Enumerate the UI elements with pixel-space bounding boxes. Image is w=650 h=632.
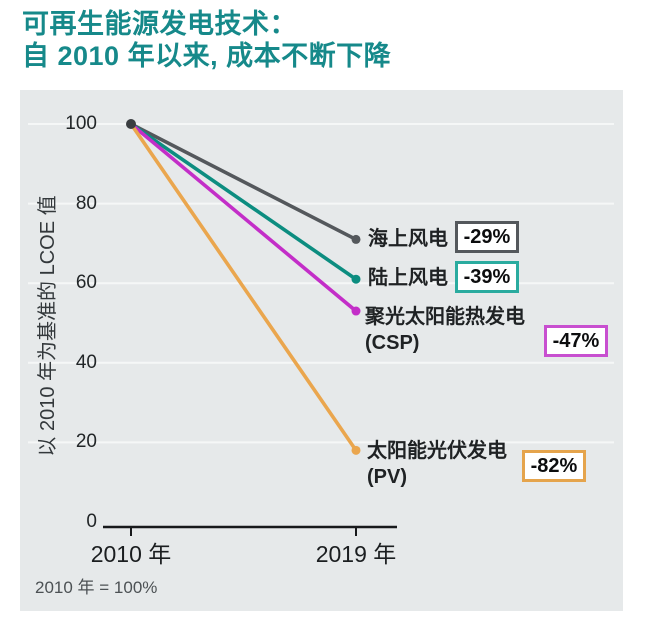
- series-label-text: 太阳能光伏发电: [367, 440, 507, 462]
- series-label-text: 聚光太阳能热发电: [365, 306, 525, 328]
- change-badge-onshore-wind: -39%: [455, 261, 519, 293]
- chart-title: 可再生能源发电技术： 自 2010 年以来, 成本不断下降: [22, 8, 391, 72]
- y-tick-label: 80: [75, 192, 97, 214]
- change-badge-solar-pv: -82%: [522, 450, 586, 482]
- chart-title-line2: 自 2010 年以来, 成本不断下降: [22, 41, 392, 71]
- y-tick-label: 100: [65, 113, 97, 134]
- change-badge-offshore-wind: -29%: [455, 221, 519, 253]
- series-line-2: [129, 122, 358, 313]
- change-value: -39%: [463, 265, 511, 288]
- y-tick-label: 0: [86, 511, 97, 532]
- x-tick-label-2019: 2019 年: [315, 541, 397, 567]
- plot-svg: [28, 119, 614, 536]
- y-tick-label: 20: [75, 431, 97, 453]
- y-tick-label: 60: [75, 272, 97, 294]
- series-label-offshore-wind: 海上风电: [368, 226, 448, 252]
- series-line-1: [129, 122, 358, 282]
- y-tick-label: 40: [75, 351, 97, 373]
- series-label-text: 海上风电: [368, 228, 448, 250]
- series-label-text: 陆上风电: [368, 267, 448, 289]
- chart-panel: 以 2010 年为基准的 LCOE 值 2010 年 2019 年 海上风电 -…: [20, 90, 623, 611]
- change-badge-csp: -47%: [544, 325, 608, 357]
- change-value: -29%: [463, 225, 511, 248]
- x-tick-label-2010: 2010 年: [90, 541, 172, 567]
- series-label-solar-pv: 太阳能光伏发电 (PV): [367, 438, 507, 490]
- baseline-footnote: 2010 年 = 100%: [35, 578, 158, 597]
- change-value: -47%: [552, 329, 600, 352]
- y-axis-title: 以 2010 年为基准的 LCOE 值: [37, 195, 59, 457]
- series-line-3: [129, 122, 358, 453]
- series-line-0: [129, 122, 358, 242]
- series-endpoint-1: [351, 274, 361, 284]
- series-label-text: (CSP): [365, 332, 420, 354]
- change-value: -82%: [530, 454, 578, 477]
- series-endpoint-2: [351, 306, 361, 316]
- series-endpoint-0: [351, 234, 361, 244]
- series-label-onshore-wind: 陆上风电: [368, 265, 448, 291]
- series-label-text: (PV): [367, 466, 407, 488]
- series-endpoint-3: [351, 445, 361, 455]
- series-label-csp: 聚光太阳能热发电 (CSP): [365, 304, 525, 356]
- series-start-dot: [126, 119, 136, 129]
- chart-title-line1: 可再生能源发电技术：: [22, 9, 297, 39]
